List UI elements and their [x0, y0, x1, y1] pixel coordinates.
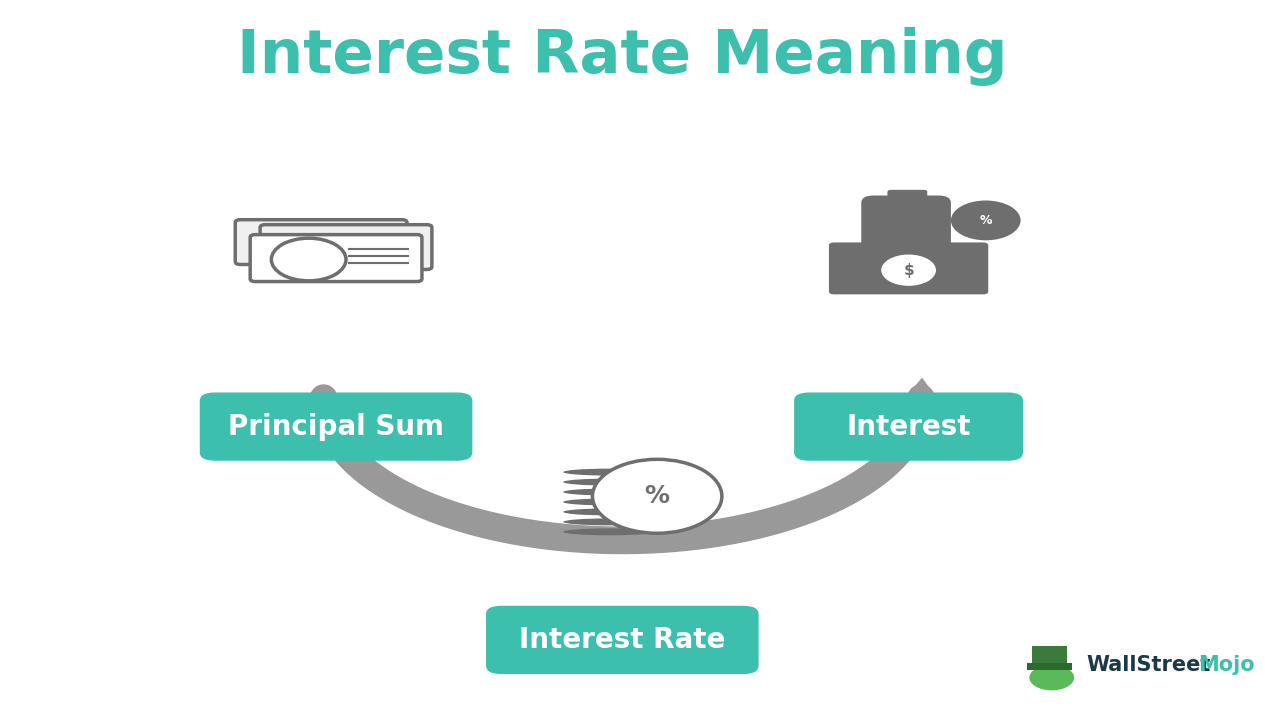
Ellipse shape — [563, 518, 657, 525]
FancyBboxPatch shape — [829, 242, 988, 294]
FancyBboxPatch shape — [1027, 663, 1071, 670]
FancyBboxPatch shape — [235, 220, 407, 264]
Ellipse shape — [563, 469, 657, 476]
Polygon shape — [891, 379, 950, 418]
Circle shape — [592, 459, 722, 533]
FancyBboxPatch shape — [861, 196, 951, 256]
Text: Interest Rate: Interest Rate — [519, 626, 726, 654]
FancyBboxPatch shape — [250, 235, 423, 282]
Circle shape — [1030, 665, 1074, 690]
Ellipse shape — [563, 528, 657, 535]
Text: Interest: Interest — [846, 412, 970, 441]
Circle shape — [271, 238, 347, 281]
Text: Interest Rate Meaning: Interest Rate Meaning — [237, 28, 1008, 86]
Text: %: % — [979, 214, 992, 227]
FancyBboxPatch shape — [888, 190, 927, 207]
Text: Mojo: Mojo — [1199, 655, 1255, 675]
Ellipse shape — [563, 498, 657, 506]
FancyBboxPatch shape — [1032, 646, 1066, 668]
FancyBboxPatch shape — [794, 392, 1023, 461]
Ellipse shape — [563, 479, 657, 486]
Circle shape — [882, 255, 936, 286]
Text: WallStreet: WallStreet — [1087, 655, 1211, 675]
Text: %: % — [645, 484, 669, 508]
Text: Principal Sum: Principal Sum — [228, 412, 444, 441]
Ellipse shape — [563, 508, 657, 515]
Circle shape — [951, 201, 1021, 240]
Text: $: $ — [903, 262, 913, 278]
Ellipse shape — [563, 488, 657, 496]
FancyBboxPatch shape — [261, 225, 431, 269]
FancyBboxPatch shape — [486, 606, 759, 674]
FancyBboxPatch shape — [200, 392, 472, 461]
